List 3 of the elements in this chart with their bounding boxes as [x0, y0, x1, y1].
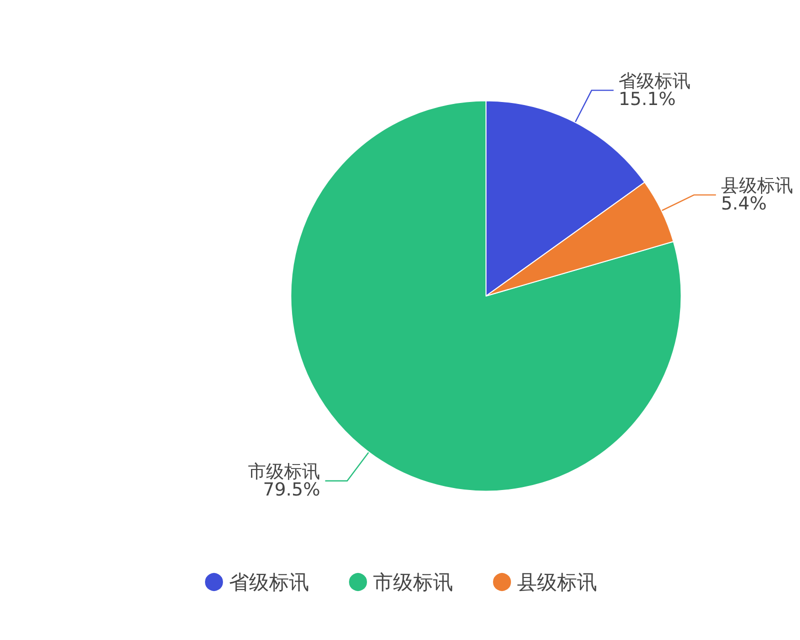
legend-label: 县级标讯	[517, 570, 597, 594]
legend-label: 市级标讯	[373, 570, 453, 594]
legend-label: 省级标讯	[229, 570, 309, 594]
